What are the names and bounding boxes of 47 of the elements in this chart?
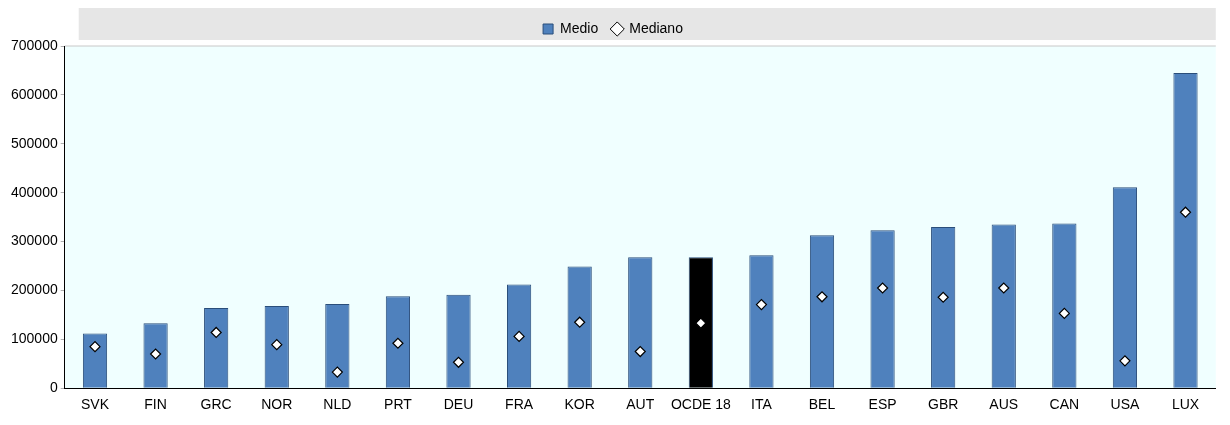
y-tick-label: 100000 xyxy=(11,330,58,347)
y-tick-label: 0 xyxy=(49,379,58,396)
point xyxy=(331,366,343,378)
x-tick-label: NLD xyxy=(323,396,352,413)
point xyxy=(998,282,1010,294)
y-tick-label: 600000 xyxy=(11,85,58,102)
point xyxy=(210,326,222,339)
x-tick-label: USA xyxy=(1110,396,1140,413)
x-tick-label: GRC xyxy=(200,396,232,413)
x-tick-label: NOR xyxy=(261,396,293,413)
x-tick-label: ITA xyxy=(751,396,773,413)
point xyxy=(392,337,404,349)
x-tick-label: FIN xyxy=(144,396,167,413)
x-tick-label: DEU xyxy=(443,396,474,413)
x-tick-label: CAN xyxy=(1049,396,1080,413)
point xyxy=(452,356,465,368)
point xyxy=(634,345,646,358)
point xyxy=(271,339,283,351)
point xyxy=(755,299,768,311)
point xyxy=(1119,355,1131,367)
x-tick-label: GBR xyxy=(928,396,959,413)
point xyxy=(937,291,949,303)
x-tick-label: FRA xyxy=(505,396,534,413)
point xyxy=(1179,206,1192,218)
y-tick-label: 500000 xyxy=(11,134,58,151)
x-tick-label: PRT xyxy=(384,396,413,413)
x-tick-label: SVK xyxy=(81,396,110,413)
point xyxy=(816,291,828,303)
x-tick-label: AUS xyxy=(989,396,1019,413)
legend-label: Medio xyxy=(560,19,599,36)
x-tick-label: BEL xyxy=(808,396,836,413)
legend-label: Mediano xyxy=(629,19,684,36)
x-tick-label: OCDE 18 xyxy=(670,396,731,413)
point xyxy=(513,330,525,342)
y-tick-label: 400000 xyxy=(11,183,58,200)
x-tick-label: LUX xyxy=(1171,396,1200,413)
point xyxy=(574,316,586,328)
point xyxy=(1058,307,1070,319)
y-tick-label: 300000 xyxy=(11,232,58,249)
x-tick-label: ESP xyxy=(868,396,897,413)
y-tick-label: 200000 xyxy=(11,281,58,298)
point xyxy=(876,282,889,294)
point xyxy=(89,341,101,353)
y-tick-label: 700000 xyxy=(11,36,58,53)
point xyxy=(149,348,162,360)
x-tick-label: KOR xyxy=(564,396,595,413)
x-tick-label: AUT xyxy=(626,396,655,413)
